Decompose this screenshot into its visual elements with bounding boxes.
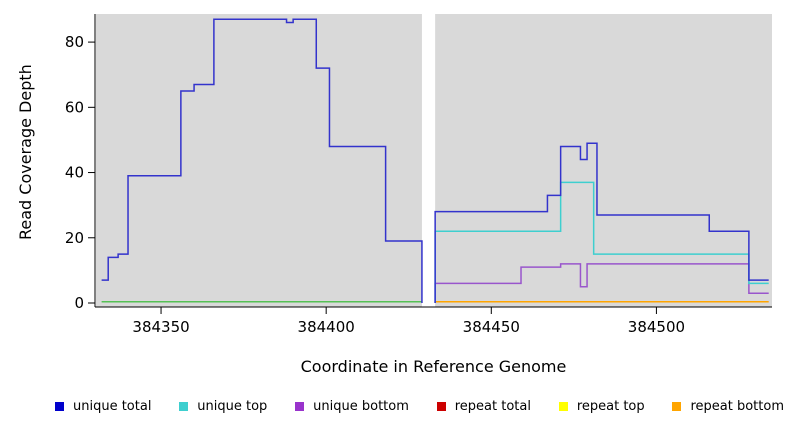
legend-label: repeat top <box>576 399 645 414</box>
y-tick-label: 20 <box>65 229 84 247</box>
x-tick-label: 384450 <box>463 318 520 336</box>
legend-item-repeat-top: repeat top <box>558 399 645 414</box>
legend-label: unique top <box>197 399 268 414</box>
legend-item-unique-top: unique top <box>179 399 267 414</box>
legend-swatch-unique-bottom <box>295 402 305 411</box>
legend-label: unique total <box>73 399 152 414</box>
legend-item-unique-total: unique total <box>55 399 151 414</box>
y-tick-label: 0 <box>74 294 84 312</box>
y-tick-label: 80 <box>65 33 84 51</box>
legend-item-unique-bottom: unique bottom <box>295 399 409 414</box>
legend-swatch-unique-total <box>55 402 64 411</box>
x-tick-label: 384400 <box>298 318 355 336</box>
legend-label: repeat bottom <box>690 399 784 414</box>
legend-swatch-repeat-total <box>436 402 446 411</box>
legend-label: unique bottom <box>313 399 409 414</box>
y-tick-label: 60 <box>65 98 84 116</box>
legend-item-repeat-bottom: repeat bottom <box>672 399 784 414</box>
legend-swatch-repeat-bottom <box>672 402 682 411</box>
legend-swatch-unique-top <box>179 402 189 411</box>
x-tick-label: 384500 <box>628 318 685 336</box>
legend-item-repeat-total: repeat total <box>436 399 531 414</box>
legend-swatch-repeat-top <box>558 402 568 411</box>
x-axis-label: Coordinate in Reference Genome <box>300 357 567 376</box>
legend-label: repeat total <box>454 399 531 414</box>
y-axis-label: Read Coverage Depth <box>16 64 35 240</box>
plot-panel-right <box>435 14 772 307</box>
y-tick-label: 40 <box>65 164 84 182</box>
series-unique-total-left <box>101 18 423 303</box>
legend: unique total unique top unique bottom re… <box>55 399 784 414</box>
x-tick-label: 384350 <box>132 318 189 336</box>
plot-panel-left <box>96 14 422 307</box>
series-unique-total-right <box>434 142 769 303</box>
